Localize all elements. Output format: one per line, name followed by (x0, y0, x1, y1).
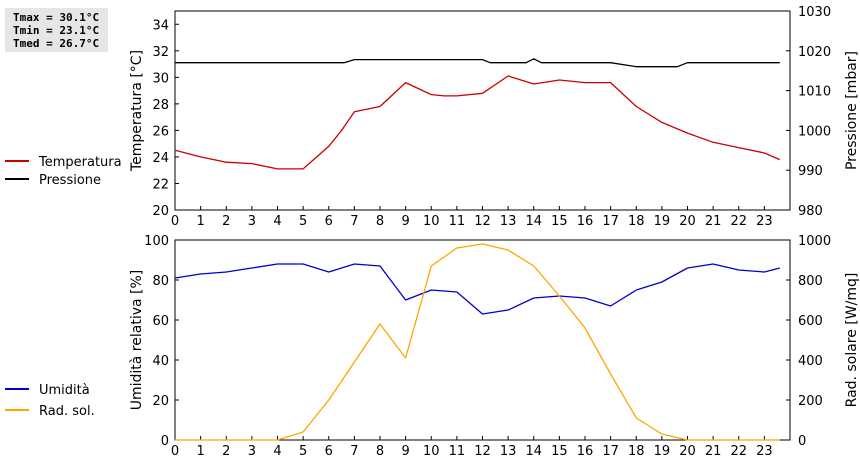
hum-rad-x-tick-label: 23 (756, 444, 773, 459)
hum-rad-series-rad-sol (175, 243, 780, 441)
hum-rad-x-tick-label: 21 (705, 444, 722, 459)
temp-press-x-tick-label: 1 (196, 214, 204, 229)
temp-press-x-tick-label: 17 (602, 214, 619, 229)
legend-label-pressione: Pressione (39, 173, 101, 188)
hum-rad-y-right-label: Rad. solare [W/mq] (844, 273, 860, 408)
stats-tmax: Tmax = 30.1°C (13, 11, 100, 24)
temp-press-series-temperatura (174, 75, 781, 170)
temp-press-x-tick-label: 19 (654, 214, 671, 229)
temp-press-x-tick-label: 4 (273, 214, 281, 229)
temp-press-x-tick-label: 14 (525, 214, 542, 229)
temp-press-y-left-tick-label: 24 (152, 151, 169, 166)
temp-press-y-left-tick-label: 30 (152, 71, 169, 86)
hum-rad-y-right-tick-label: 800 (798, 274, 823, 289)
hum-rad-x-tick-label: 1 (196, 444, 204, 459)
temp-press-y-right-label: Pressione [mbar] (844, 51, 860, 170)
hum-rad-x-tick-label: 22 (730, 444, 747, 459)
hum-rad-x-tick-label: 10 (423, 444, 440, 459)
temp-press-x-tick-label: 0 (171, 214, 179, 229)
legend-label-umidit: Umidità (39, 383, 90, 398)
stats-tmed: Tmed = 26.7°C (13, 37, 100, 50)
temp-press-y-right-tick-label: 980 (798, 204, 823, 219)
hum-rad-x-tick-label: 3 (248, 444, 256, 459)
hum-rad-y-left-tick-label: 40 (152, 354, 169, 369)
hum-rad-x-tick-label: 4 (273, 444, 281, 459)
temp-press-x-tick-label: 18 (628, 214, 645, 229)
hum-rad-x-tick-label: 12 (474, 444, 491, 459)
hum-rad-x-tick-label: 11 (449, 444, 466, 459)
temp-press-x-tick-label: 6 (325, 214, 333, 229)
temp-press-x-tick-label: 23 (756, 214, 773, 229)
temp-press-y-left-tick-label: 28 (152, 98, 169, 113)
temp-press-x-tick-label: 8 (376, 214, 384, 229)
temp-press-y-right-tick-label: 990 (798, 164, 823, 179)
hum-rad-x-tick-label: 19 (654, 444, 671, 459)
temp-press-x-tick-label: 11 (449, 214, 466, 229)
temp-press-x-tick-label: 13 (500, 214, 517, 229)
hum-rad-y-left-tick-label: 60 (152, 314, 169, 329)
hum-rad-y-right-tick-label: 1000 (798, 234, 831, 249)
temp-press-x-tick-label: 22 (730, 214, 747, 229)
hum-rad-x-tick-label: 7 (350, 444, 358, 459)
hum-rad-y-left-tick-label: 100 (144, 234, 169, 249)
hum-rad-x-tick-label: 18 (628, 444, 645, 459)
hum-rad-x-tick-label: 16 (577, 444, 594, 459)
stats-box: Tmax = 30.1°C Tmin = 23.1°C Tmed = 26.7°… (5, 8, 108, 52)
hum-rad-x-tick-label: 5 (299, 444, 307, 459)
hum-rad-x-tick-label: 13 (500, 444, 517, 459)
hum-rad-plot-frame (174, 239, 791, 441)
temp-press-y-right-tick-label: 1000 (798, 124, 831, 139)
hum-rad-y-right-tick-label: 600 (798, 314, 823, 329)
temp-press-x-tick-label: 7 (350, 214, 358, 229)
hum-rad-y-left-tick-label: 20 (152, 394, 169, 409)
hum-rad-x-tick-label: 15 (551, 444, 568, 459)
temp-press-x-tick-label: 2 (222, 214, 230, 229)
temp-press-series-pressione (175, 58, 780, 68)
hum-rad-y-right-tick-label: 200 (798, 394, 823, 409)
hum-rad-x-tick-label: 14 (525, 444, 542, 459)
hum-rad-x-tick-label: 9 (401, 444, 409, 459)
hum-rad-y-left-tick-label: 80 (152, 274, 169, 289)
temp-press-x-tick-label: 5 (299, 214, 307, 229)
temp-press-x-tick-label: 9 (401, 214, 409, 229)
hum-rad-x-tick-label: 6 (325, 444, 333, 459)
temp-press-x-tick-label: 15 (551, 214, 568, 229)
temp-press-y-right-tick-label: 1010 (798, 85, 831, 100)
legend-label-temperatura: Temperatura (38, 155, 122, 170)
hum-rad-x-tick-label: 20 (679, 444, 696, 459)
temp-press-y-left-label: Temperatura [°C] (129, 50, 145, 172)
hum-rad-series-umidit (174, 263, 780, 315)
temp-press-x-tick-label: 10 (423, 214, 440, 229)
temp-press-y-left-tick-label: 32 (152, 45, 169, 60)
temp-press-x-tick-label: 16 (577, 214, 594, 229)
temp-press-y-left-tick-label: 22 (152, 177, 169, 192)
hum-rad-x-tick-label: 2 (222, 444, 230, 459)
temp-press-y-left-tick-label: 34 (152, 18, 169, 33)
temp-press-x-tick-label: 12 (474, 214, 491, 229)
hum-rad-x-tick-label: 17 (602, 444, 619, 459)
temp-press-x-tick-label: 3 (248, 214, 256, 229)
temp-press-plot-frame (174, 10, 791, 211)
temp-press-y-left-tick-label: 20 (152, 204, 169, 219)
hum-rad-x-tick-label: 0 (171, 444, 179, 459)
stats-tmin: Tmin = 23.1°C (13, 24, 100, 37)
temp-press-x-tick-label: 21 (705, 214, 722, 229)
hum-rad-y-left-tick-label: 0 (161, 434, 169, 449)
hum-rad-y-right-tick-label: 0 (798, 434, 806, 449)
temp-press-x-tick-label: 20 (679, 214, 696, 229)
temp-press-y-left-tick-label: 26 (152, 124, 169, 139)
legend-label-rad-sol: Rad. sol. (39, 404, 95, 419)
hum-rad-y-left-label: Umidità relativa [%] (129, 270, 145, 411)
hum-rad-x-tick-label: 8 (376, 444, 384, 459)
temp-press-y-right-tick-label: 1030 (798, 5, 831, 20)
hum-rad-y-right-tick-label: 400 (798, 354, 823, 369)
temp-press-y-right-tick-label: 1020 (798, 45, 831, 60)
